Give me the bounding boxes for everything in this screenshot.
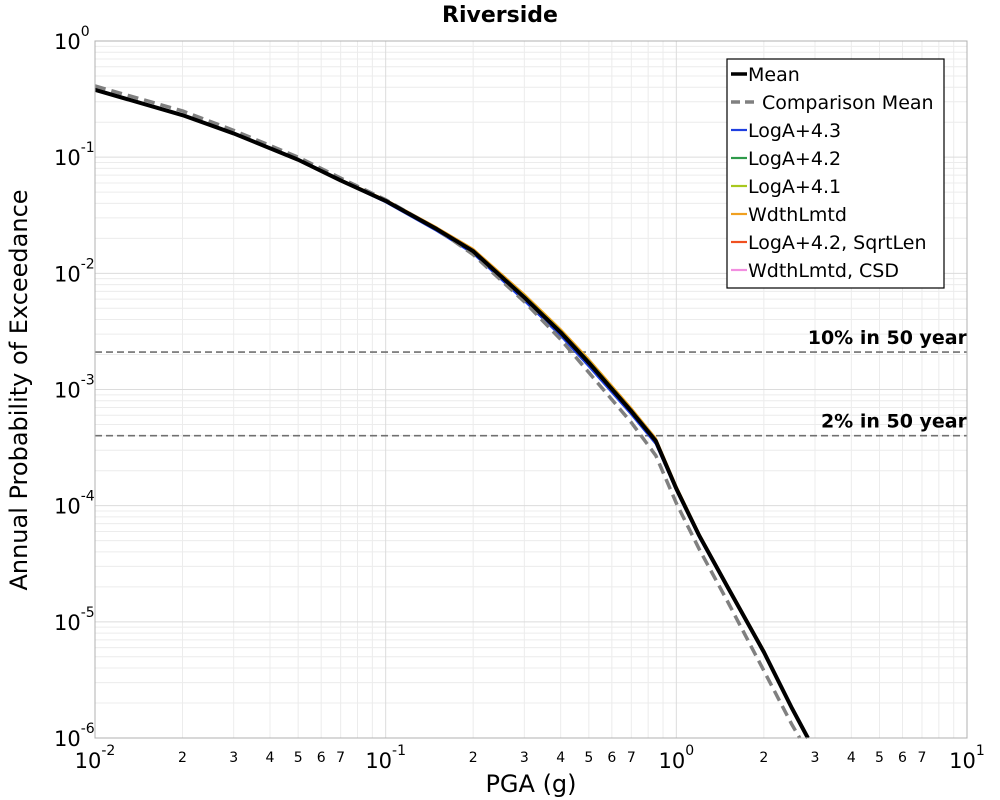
series-line-loga-4-3 [94,88,809,739]
x-minor-tick-label: 4 [266,750,275,766]
x-minor-tick-label: 7 [918,750,927,766]
x-minor-tick-label: 2 [178,750,187,766]
x-minor-tick-label: 7 [336,750,345,766]
x-minor-tick-label: 2 [759,750,768,766]
x-tick-label: 101 [949,743,985,773]
y-tick-label: 10-2 [54,256,95,286]
x-minor-tick-label: 7 [627,750,636,766]
legend-entry-label: LogA+4.3 [748,120,841,142]
legend-entry-label: LogA+4.2, SqrtLen [748,232,927,254]
series-line-loga-4-1 [94,88,809,739]
x-minor-tick-label: 3 [811,750,820,766]
x-minor-tick-label: 4 [847,750,856,766]
x-minor-tick-label: 4 [556,750,565,766]
y-tick-label: 10-4 [54,489,95,519]
reference-line-label: 2% in 50 year [821,411,968,433]
legend-entry-label: LogA+4.2 [748,148,841,170]
reference-line-label: 10% in 50 year [808,327,968,349]
x-minor-tick-label: 5 [584,750,593,766]
y-tick-label: 10-5 [54,605,95,635]
plot-frame [94,40,968,739]
x-minor-tick-label: 3 [229,750,238,766]
series-line-loga-4-2 [94,88,809,739]
x-tick-label: 10-1 [365,743,406,773]
x-tick-label: 10-2 [75,743,116,773]
legend: Mean Comparison Mean LogA+4.3 LogA+4.2 LogA+… [726,58,945,289]
series-lines [94,84,810,739]
legend-entry-label: Comparison Mean [762,92,934,114]
series-line-wdthlmtd [94,88,809,739]
series-line-loga-4-2-sqrtlen [94,88,809,739]
series-line-mean [94,87,810,739]
chart-title: Riverside [442,3,558,28]
legend-entry-label: Mean [748,64,800,86]
legend-box [726,58,945,289]
y-tick-label: 10-3 [54,373,95,403]
reference-lines: 10% in 50 year 2% in 50 year [95,327,968,437]
x-minor-tick-label: 2 [469,750,478,766]
series-line-comparison-mean [94,84,802,739]
legend-entry-label: WdthLmtd, CSD [748,260,899,282]
y-tick-label: 10-6 [54,721,95,751]
x-minor-tick-label: 6 [607,750,616,766]
x-minor-tick-label: 6 [898,750,907,766]
series-line-wdthlmtd-csd [94,88,809,739]
tick-labels: 10-2 10-1 100 101 100 10-1 10-2 10-3 10-4 10-5 10-… [54,24,985,773]
x-minor-tick-label: 3 [520,750,529,766]
x-tick-label: 100 [659,743,695,773]
legend-entry-label: LogA+4.1 [748,176,841,198]
x-axis-label: PGA (g) [485,770,576,798]
y-axis-label: Annual Probability of Exceedance [5,189,33,590]
legend-entry-label: WdthLmtd [748,204,847,226]
x-minor-tick-label: 6 [317,750,326,766]
y-tick-label: 100 [54,24,90,54]
x-minor-tick-label: 5 [875,750,884,766]
y-tick-label: 10-1 [54,140,95,170]
x-minor-tick-label: 5 [294,750,303,766]
